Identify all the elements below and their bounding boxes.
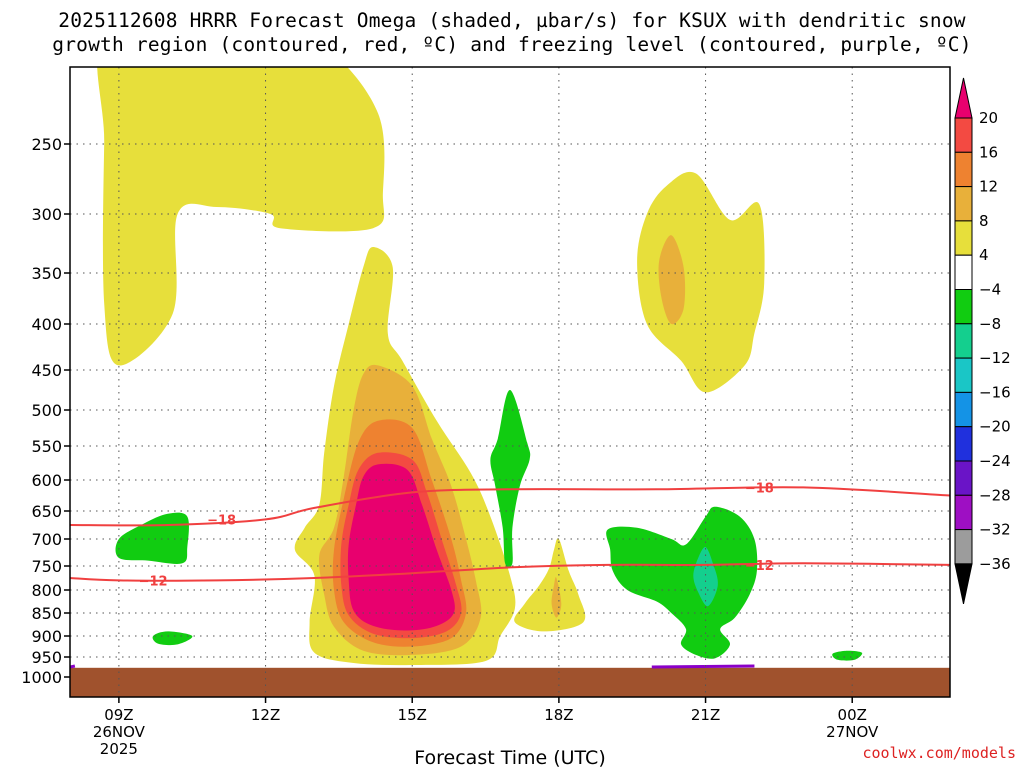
y-tick-label: 600 (31, 471, 62, 490)
omega-region-8 (658, 235, 686, 325)
x-tick-label: 09Z (104, 706, 133, 724)
x-tick-label: 12Z (251, 706, 280, 724)
omega-region-4 (514, 538, 586, 632)
colorbar-label: 12 (979, 178, 998, 196)
dgz-contour-label: −12 (745, 559, 774, 574)
colorbar-swatch (954, 220, 973, 256)
colorbar-label: −16 (979, 383, 1011, 401)
y-tick-label: 850 (31, 604, 62, 623)
x-tick-label: 15Z (398, 706, 427, 724)
colorbar-label: −12 (979, 349, 1011, 367)
chart-title-line-1: 2025112608 HRRR Forecast Omega (shaded, … (58, 9, 966, 32)
colorbar-swatch (954, 426, 973, 462)
y-tick-label: 500 (31, 401, 62, 420)
colorbar-label: 8 (979, 212, 989, 230)
x-tick-label: 18Z (544, 706, 573, 724)
omega-region-4 (97, 67, 385, 366)
colorbar-swatch (954, 151, 973, 188)
y-tick-label: 350 (31, 264, 62, 283)
dgz-contour-line (70, 562, 950, 582)
y-tick-label: 1000 (21, 668, 62, 687)
x-tick-label: 00Z (838, 706, 867, 724)
dgz-contour-label: −18 (207, 513, 236, 528)
colorbar-swatch (954, 323, 973, 359)
terrain-surface (70, 667, 950, 697)
freezing-level-contour (70, 664, 76, 669)
descent-region-m8 (693, 547, 718, 607)
colorbar-label: −32 (979, 521, 1011, 539)
omega-region-20 (347, 463, 455, 631)
colorbar-swatch (954, 117, 973, 153)
colorbar-swatch (954, 254, 973, 290)
colorbar-swatch (954, 529, 973, 565)
x-tick-label: 21Z (691, 706, 720, 724)
descent-region-m4 (115, 512, 189, 564)
colorbar-label: −20 (979, 418, 1011, 436)
colorbar-label: 4 (979, 246, 989, 264)
y-tick-label: 650 (31, 502, 62, 521)
colorbar-swatch (954, 494, 973, 531)
y-tick-label: 750 (31, 557, 62, 576)
colorbar-label: −8 (979, 315, 1001, 333)
x-tick-year: 2025 (100, 740, 138, 758)
y-tick-label: 550 (31, 437, 62, 456)
y-tick-label: 300 (31, 205, 62, 224)
colorbar: 20 16 12 8 4 −4 −8 −12 −16 −20 −24 −28 −32 −36 (954, 77, 1011, 605)
colorbar-label: −24 (979, 452, 1011, 470)
y-tick-label: 400 (31, 315, 62, 334)
x-axis-label: Forecast Time (UTC) (414, 747, 605, 768)
colorbar-label: −36 (979, 555, 1011, 573)
colorbar-swatch (954, 357, 973, 393)
colorbar-label: 20 (979, 109, 998, 127)
dgz-contour-label: −18 (745, 481, 774, 496)
y-tick-label: 900 (31, 627, 62, 646)
descent-region-m4 (490, 389, 531, 568)
terrain-fill (70, 664, 950, 697)
chart-title-line-2: growth region (contoured, red, ºC) and f… (52, 33, 972, 56)
descent-region-m4 (606, 506, 758, 659)
y-tick-label: 950 (31, 648, 62, 667)
credit-link[interactable]: coolwx.com/models (862, 744, 1016, 762)
colorbar-label: −28 (979, 486, 1011, 504)
descent-region-m4 (832, 650, 863, 661)
y-tick-label: 250 (31, 135, 62, 154)
colorbar-swatch (954, 289, 973, 325)
y-tick-label: 700 (31, 530, 62, 549)
colorbar-swatch (954, 460, 973, 496)
colorbar-swatch (954, 186, 973, 222)
dgz-contour-line (70, 486, 950, 527)
x-tick-date: 27NOV (826, 723, 879, 741)
colorbar-cap-bottom (954, 563, 973, 605)
y-tick-label: 450 (31, 361, 62, 380)
pressure-axis: 250 300 350 400 450 500 550 600 650 700 750 800 850 9… (21, 135, 70, 687)
colorbar-label: −4 (979, 281, 1001, 299)
x-tick-date: 26NOV (93, 723, 146, 741)
plot-frame (69, 66, 951, 698)
descent-region-m4 (152, 631, 193, 646)
colorbar-swatch (954, 391, 973, 428)
colorbar-cap-top (954, 77, 973, 119)
freezing-level-contour (651, 664, 755, 669)
dgz-contour-label: −12 (139, 574, 168, 589)
colorbar-label: 16 (979, 143, 998, 161)
y-tick-label: 800 (31, 581, 62, 600)
omega-region-4 (637, 171, 765, 393)
dgz-contours: −18 −18 −12 −12 (70, 481, 950, 589)
grid-lines (70, 67, 950, 697)
omega-shading (97, 67, 863, 666)
